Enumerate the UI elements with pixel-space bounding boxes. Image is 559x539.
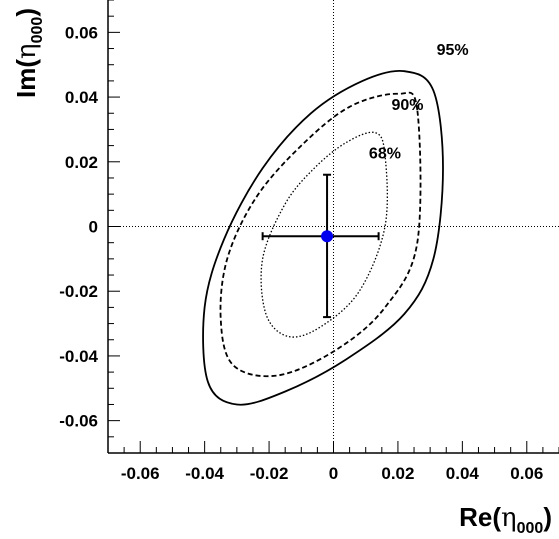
contour-label: 90%	[391, 97, 423, 114]
confidence-contours	[202, 69, 444, 406]
x-tick-label: 0.02	[381, 464, 414, 483]
y-tick-labels: -0.06 -0.04 -0.02 0 0.02 0.04 0.06	[59, 23, 98, 430]
x-tick-label: 0.06	[510, 464, 543, 483]
y-tick-label: 0.02	[65, 153, 98, 172]
y-tick-label: -0.04	[59, 347, 98, 366]
x-tick-label: 0.04	[446, 464, 480, 483]
x-tick-label: 0	[329, 464, 338, 483]
y-axis-title: Im(η000)	[11, 8, 46, 98]
contour-label: 68%	[369, 146, 401, 163]
x-tick-label: -0.02	[250, 464, 289, 483]
reference-lines	[108, 0, 559, 453]
central-value-marker	[321, 230, 334, 243]
contour-label: 95%	[437, 42, 469, 59]
contour-90pct	[219, 91, 422, 378]
x-tick-labels: -0.06 -0.04 -0.02 0 0.02 0.04 0.06	[121, 464, 543, 483]
x-axis-title: Re(η000)	[459, 502, 552, 537]
contour-95pct	[202, 69, 444, 406]
y-tick-label: -0.02	[59, 282, 98, 301]
x-tick-label: -0.04	[185, 464, 224, 483]
central-value	[261, 173, 380, 319]
y-tick-label: 0.04	[65, 88, 99, 107]
y-tick-label: -0.06	[59, 412, 98, 431]
axes	[107, 0, 559, 454]
y-tick-label: 0	[89, 218, 98, 237]
y-tick-label: 0.06	[65, 23, 98, 42]
contour-labels: 95% 90% 68%	[369, 42, 469, 163]
x-tick-label: -0.06	[121, 464, 160, 483]
